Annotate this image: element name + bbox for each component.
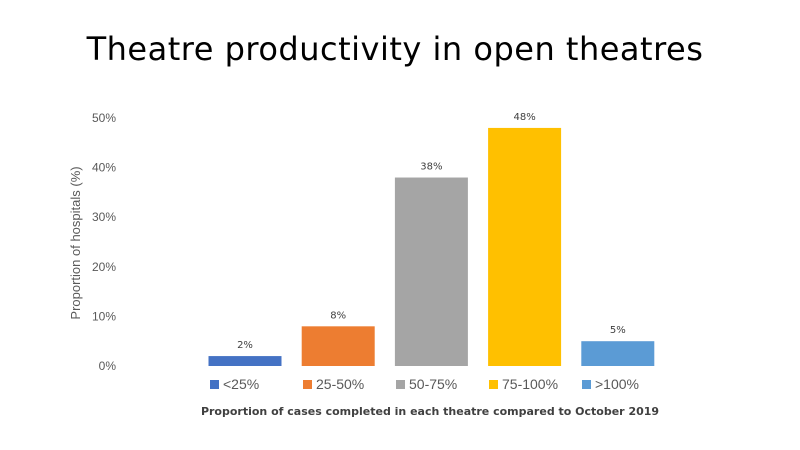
data-label: 38% — [420, 162, 442, 173]
legend-swatch — [396, 379, 405, 389]
bar — [301, 326, 375, 366]
chart-title: Theatre productivity in open theatres — [86, 30, 704, 68]
bars — [208, 127, 655, 366]
legend-label: 25-50% — [316, 376, 365, 392]
bar — [208, 356, 282, 366]
legend-swatch — [303, 379, 312, 389]
legend-swatch — [489, 379, 498, 389]
legend-item: <25% — [210, 376, 303, 392]
y-tick-label: 20% — [92, 260, 116, 274]
legend-label: >100% — [595, 376, 639, 392]
legend-label: 50-75% — [409, 376, 458, 392]
legend-item: 25-50% — [303, 376, 396, 392]
y-axis-label: Proportion of hospitals (%) — [68, 166, 83, 319]
legend-item: 75-100% — [489, 376, 582, 392]
legend: <25% 25-50% 50-75% 75-100% >100% — [210, 376, 675, 392]
data-label: 2% — [237, 340, 253, 351]
y-tick-label: 30% — [92, 210, 116, 224]
legend-label: <25% — [223, 376, 260, 392]
data-label: 8% — [330, 310, 346, 321]
y-tick-label: 40% — [92, 161, 116, 175]
legend-swatch — [582, 379, 591, 389]
bar — [394, 177, 468, 366]
legend-item: 50-75% — [396, 376, 489, 392]
bar — [581, 341, 655, 366]
data-label: 5% — [610, 325, 626, 336]
data-labels: 2% 8% 38% 48% 5% — [237, 112, 626, 351]
x-axis-label: Proportion of cases completed in each th… — [200, 405, 660, 418]
legend-item: >100% — [582, 376, 675, 392]
data-label: 48% — [513, 112, 535, 123]
y-axis-ticks: 0% 10% 20% 30% 40% 50% — [92, 111, 116, 373]
y-tick-label: 10% — [92, 309, 116, 323]
bar — [488, 127, 562, 366]
y-tick-label: 0% — [99, 359, 117, 373]
legend-swatch — [210, 379, 219, 389]
y-tick-label: 50% — [92, 111, 116, 125]
legend-label: 75-100% — [502, 376, 559, 392]
